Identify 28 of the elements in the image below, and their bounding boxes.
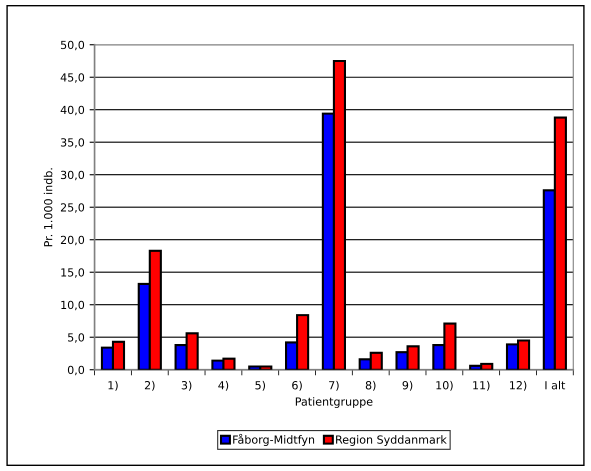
y-tick-label: 50,0 <box>60 40 84 50</box>
legend-label: Fåborg-Midtfyn <box>233 434 314 446</box>
y-tick-label: 5,0 <box>68 333 84 343</box>
y-tick-label: 15,0 <box>61 268 84 278</box>
x-tick-label: 7) <box>329 380 339 391</box>
x-tick-label: 4) <box>218 380 228 391</box>
x-tick-label: 5) <box>255 380 266 391</box>
y-tick-label: 40,0 <box>60 106 84 116</box>
x-tick-label: 11) <box>473 380 490 391</box>
x-axis-title: Patientgruppe <box>296 397 372 408</box>
x-tick-label: 12) <box>510 380 526 391</box>
y-tick-label: 0,0 <box>68 366 84 376</box>
y-tick-label: 30,0 <box>60 170 84 180</box>
y-axis-title: Pr. 1.000 indb. <box>44 168 52 246</box>
y-tick-label: 25,0 <box>60 203 84 213</box>
x-tick-label: 3) <box>182 380 192 391</box>
y-tick-label: 35,0 <box>60 138 84 148</box>
x-tick-label: 9) <box>402 380 412 391</box>
y-tick-label: 45,0 <box>60 73 84 83</box>
y-tick-label: 20,0 <box>60 236 84 246</box>
y-tick-label: 10,0 <box>61 300 84 310</box>
x-tick-label: 2) <box>144 380 155 391</box>
x-tick-label: I alt <box>545 380 566 390</box>
x-tick-label: 10) <box>436 380 453 391</box>
x-tick-label: 6) <box>292 380 302 391</box>
x-tick-label: 8) <box>366 380 376 391</box>
x-tick-label: 1) <box>108 380 118 391</box>
legend-label: Region Syddanmark <box>336 435 447 446</box>
